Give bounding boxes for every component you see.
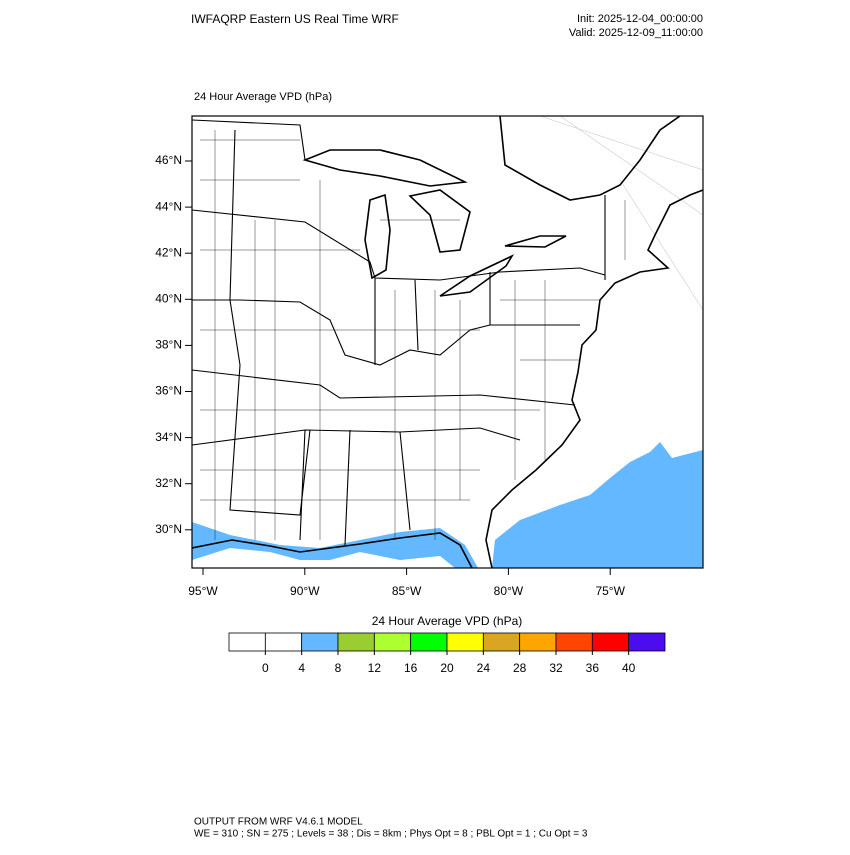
colorbar-label: 16: [404, 661, 418, 675]
colorbar-label: 20: [440, 661, 454, 675]
colorbar-box: [628, 632, 666, 652]
colorbar-box: [591, 632, 630, 652]
lat-label: 34°N: [155, 430, 182, 444]
state-borders: [192, 119, 606, 546]
colorbar-box: [482, 632, 521, 652]
colorbar-label: 28: [513, 661, 527, 675]
map: 46°N 44°N 42°N 40°N 38°N 36°N 34°N 32°N 30°N 95°W…: [155, 115, 704, 598]
lat-label: 44°N: [155, 199, 182, 213]
lon-label: 75°W: [595, 584, 625, 598]
lon-label: 95°W: [188, 584, 218, 598]
colorbar-label: 12: [368, 661, 382, 675]
map-frame: [191, 115, 704, 569]
footer-line: OUTPUT FROM WRF V4.6.1 MODEL: [194, 817, 363, 828]
vpd-shade-gulf: [192, 522, 478, 568]
colorbar-box: [410, 632, 448, 652]
colorbar-box: [519, 632, 557, 652]
colorbar-box: [301, 632, 339, 652]
colorbar-box: [373, 632, 412, 652]
lon-label: 80°W: [494, 584, 524, 598]
lat-label: 38°N: [155, 338, 182, 352]
lon-label: 90°W: [290, 584, 320, 598]
colorbar-box: [264, 632, 303, 652]
lat-label: 40°N: [155, 291, 182, 305]
colorbar-label: 0: [262, 661, 269, 675]
colorbar-label: 4: [298, 661, 305, 675]
title: IWFAQRP Eastern US Real Time WRF: [191, 12, 399, 26]
lat-label: 46°N: [155, 153, 182, 167]
lat-label: 42°N: [155, 245, 182, 259]
colorbar-label: 8: [335, 661, 342, 675]
colorbar-label: 32: [549, 661, 563, 675]
colorbar-label: 24: [477, 661, 491, 675]
colorbar-box: [337, 632, 375, 652]
colorbar-box: [555, 632, 593, 652]
coastline: [192, 116, 703, 568]
colorbar-label: 36: [586, 661, 600, 675]
init-time: Init: 2025-12-04_00:00:00: [577, 13, 703, 25]
map-subtitle: 24 Hour Average VPD (hPa): [194, 91, 332, 103]
lat-label: 36°N: [155, 384, 182, 398]
county-borders: [200, 130, 626, 540]
lat-label: 32°N: [155, 476, 182, 490]
colorbar: 24 Hour Average VPD (hPa) 0 4 8 12 16 20 24 28 3…: [228, 614, 666, 675]
graticule: [539, 116, 703, 311]
colorbar-label: 40: [622, 661, 636, 675]
colorbar-box: [446, 632, 484, 652]
colorbar-box: [228, 632, 266, 652]
lon-label: 85°W: [392, 584, 422, 598]
valid-time: Valid: 2025-12-09_11:00:00: [569, 27, 703, 39]
colorbar-title: 24 Hour Average VPD (hPa): [372, 614, 523, 628]
lat-label: 30°N: [155, 522, 182, 536]
vpd-shade-atlantic: [492, 442, 703, 568]
footer-line: WE = 310 ; SN = 275 ; Levels = 38 ; Dis …: [194, 829, 588, 840]
